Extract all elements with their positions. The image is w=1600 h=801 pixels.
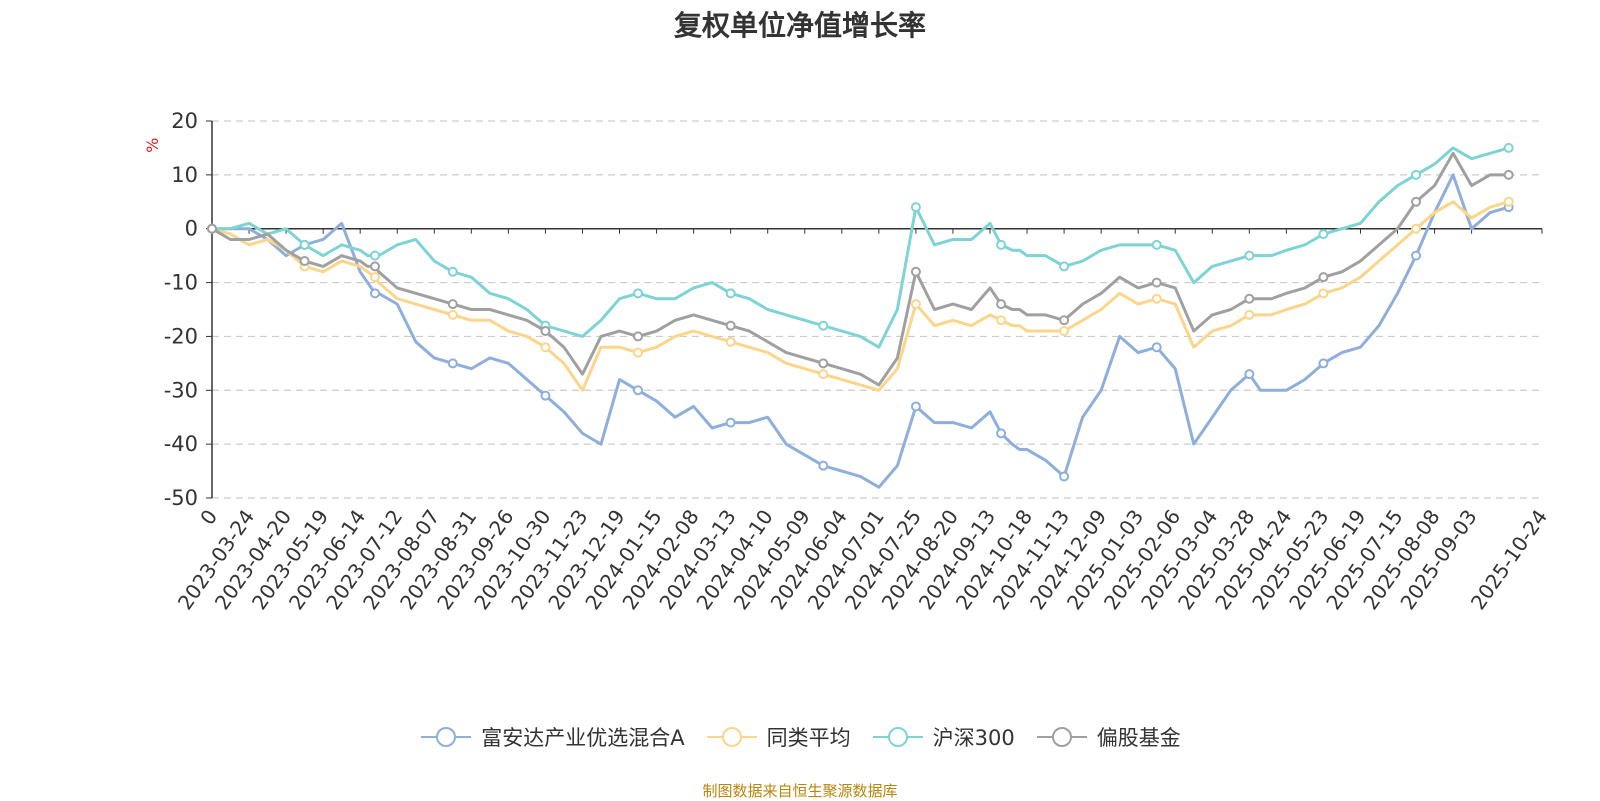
series-marker [447,299,458,310]
legend-swatch-icon [706,727,757,747]
series-line-0 [210,173,1511,489]
series-marker [1318,358,1329,369]
series-marker [818,358,829,369]
axes [206,120,1543,499]
series-marker [633,347,644,358]
legend-label: 同类平均 [766,726,851,750]
series-marker [725,288,736,299]
series-marker [725,320,736,331]
series-marker [996,299,1007,310]
series-marker [1059,261,1070,272]
legend-item[interactable]: 富安达产业优选混合A [419,722,685,752]
series-marker [370,288,381,299]
y-tick-label: -30 [164,378,198,402]
chart-title: 复权单位净值增长率 [673,9,926,42]
series-marker [996,239,1007,250]
series-marker [1151,342,1162,353]
series-marker [725,417,736,428]
series-marker [1503,196,1514,207]
series-marker [370,250,381,261]
series-marker [1411,169,1422,180]
series-marker [540,390,551,401]
series-marker [1411,196,1422,207]
series-marker [1318,229,1329,240]
series-marker [1059,326,1070,337]
legend-label: 富安达产业优选混合A [481,726,685,750]
legend-swatch-icon [421,727,472,747]
series-marker [540,342,551,353]
series-line-1 [210,200,1511,392]
series-marker [1151,293,1162,304]
legend-item[interactable]: 偏股基金 [1035,722,1181,752]
y-tick-label: -10 [164,271,198,295]
series-marker [1503,169,1514,180]
series-marker [1244,250,1255,261]
legend-label: 沪深300 [932,726,1015,750]
series-marker [910,202,921,213]
tick-labels: 20100-10-20-30-40-50%02023-03-242023-04-… [143,109,1552,614]
series-marker [1244,293,1255,304]
series-marker [370,272,381,283]
y-tick-label: -50 [164,486,198,510]
series-marker [996,428,1007,439]
y-tick-label: 20 [171,109,198,133]
series-marker [1503,142,1514,153]
series-marker [447,358,458,369]
series-marker [996,315,1007,326]
series-marker [818,320,829,331]
series-marker [1318,272,1329,283]
series-line-2 [210,146,1511,349]
x-tick-label: 0 [195,505,222,529]
series-marker [1151,277,1162,288]
series-marker [447,266,458,277]
series-marker [725,336,736,347]
y-axis-unit: % [143,138,162,153]
legend-item[interactable]: 同类平均 [705,722,851,752]
legend-swatch-icon [1036,727,1087,747]
series-marker [910,401,921,412]
series-marker [1411,250,1422,261]
series-marker [818,369,829,380]
y-tick-label: -20 [164,324,198,348]
series-marker [299,239,310,250]
series-marker [1151,239,1162,250]
legend-item[interactable]: 沪深300 [871,722,1015,752]
y-tick-label: -40 [164,432,198,456]
source-note: 制图数据来自恒生聚源数据库 [702,782,898,800]
series-marker [818,460,829,471]
series-marker [633,288,644,299]
legend-label: 偏股基金 [1096,726,1181,750]
series-line-3 [210,151,1511,387]
series-marker [910,266,921,277]
chart-legend: 富安达产业优选混合A 同类平均 沪深300 偏股基金 [0,722,1600,752]
series-marker [1411,223,1422,234]
series-marker [1059,315,1070,326]
series-marker [1244,369,1255,380]
grid-lines [212,120,1542,499]
series-marker [910,299,921,310]
series-marker [1318,288,1329,299]
series-marker [299,256,310,267]
series-marker [1059,471,1070,482]
series-marker [370,261,381,272]
y-tick-label: 0 [185,217,198,241]
series-marker [633,331,644,342]
series-marker [207,223,217,234]
series-marker [633,385,644,396]
series-marker [1244,309,1255,320]
y-tick-label: 10 [171,163,198,187]
series-marker [447,309,458,320]
legend-swatch-icon [872,727,923,747]
series-lines [207,142,1514,489]
series-marker [540,326,551,337]
